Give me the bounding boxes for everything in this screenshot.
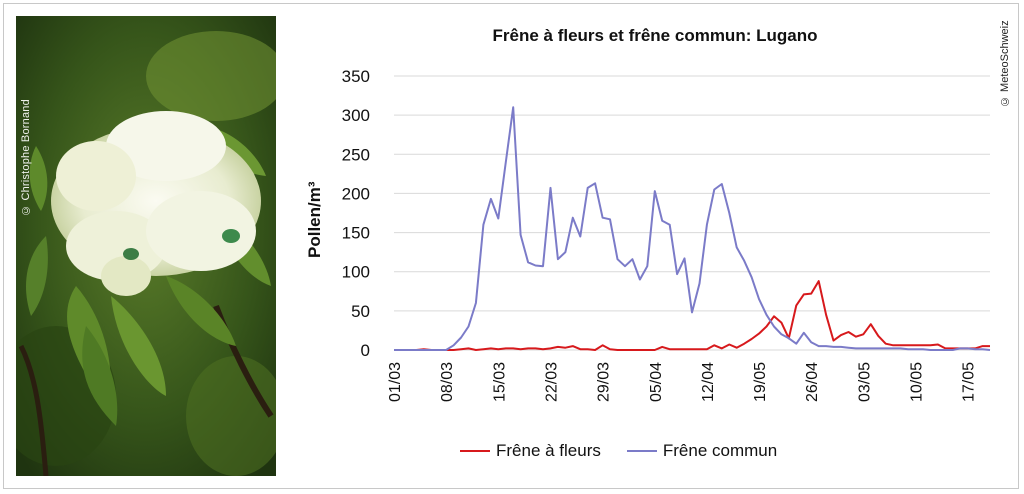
legend-item-flowering-ash: Frêne à fleurs bbox=[460, 441, 601, 461]
x-tick-label: 03/05 bbox=[856, 362, 873, 402]
y-tick-label: 250 bbox=[342, 145, 370, 164]
x-tick-label: 26/04 bbox=[804, 362, 821, 402]
legend-swatch-flowering-ash bbox=[460, 450, 490, 452]
x-tick-label: 08/03 bbox=[439, 362, 456, 402]
y-tick-label: 200 bbox=[342, 184, 370, 203]
chart-title: Frêne à fleurs et frêne commun: Lugano bbox=[492, 26, 818, 45]
series-line-flowering-ash bbox=[394, 280, 990, 351]
x-tick-label: 10/05 bbox=[909, 362, 926, 402]
legend-label-common-ash: Frêne commun bbox=[662, 441, 778, 460]
y-tick-label: 150 bbox=[342, 224, 370, 243]
y-tick-label: 350 bbox=[342, 67, 370, 86]
flowering-ash-photo bbox=[16, 16, 276, 476]
y-tick-label: 100 bbox=[342, 263, 370, 282]
x-tick-label: 01/03 bbox=[387, 362, 404, 402]
photo-illustration bbox=[16, 16, 276, 476]
chart-legend: Frêne à fleurs Frêne commun bbox=[460, 440, 860, 462]
x-tick-label: 12/04 bbox=[700, 362, 717, 402]
x-tick-label: 15/03 bbox=[491, 362, 508, 402]
x-tick-label: 05/04 bbox=[648, 362, 665, 402]
legend-label-flowering-ash: Frêne à fleurs bbox=[496, 441, 601, 460]
legend-item-common-ash: Frêne commun bbox=[626, 441, 778, 461]
y-tick-label: 50 bbox=[351, 302, 370, 321]
y-tick-label: 0 bbox=[361, 341, 370, 360]
legend-swatch-common-ash bbox=[626, 450, 657, 452]
series-line-common-ash bbox=[394, 106, 991, 351]
x-tick-label: 29/03 bbox=[596, 362, 613, 402]
x-tick-label: 19/05 bbox=[752, 362, 769, 402]
x-tick-label: 17/05 bbox=[961, 362, 978, 402]
y-tick-label: 300 bbox=[342, 106, 370, 125]
x-tick-label: 22/03 bbox=[543, 362, 560, 402]
